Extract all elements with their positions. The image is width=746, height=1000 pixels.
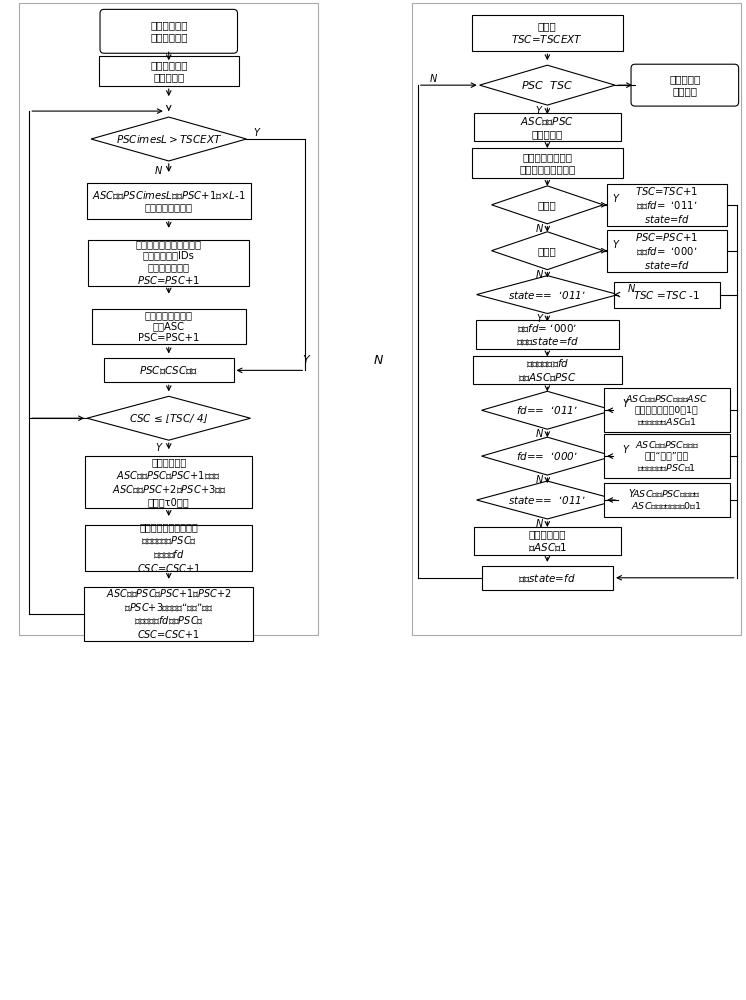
Polygon shape: [91, 117, 246, 161]
FancyBboxPatch shape: [104, 358, 233, 382]
Text: Y: Y: [628, 489, 634, 499]
FancyBboxPatch shape: [92, 309, 246, 344]
Polygon shape: [477, 276, 618, 314]
Text: N: N: [536, 270, 543, 280]
Text: Y: Y: [302, 355, 309, 365]
Text: N: N: [536, 475, 543, 485]
Text: Y: Y: [156, 443, 162, 453]
Polygon shape: [480, 65, 615, 105]
Text: Y: Y: [536, 106, 542, 116]
Polygon shape: [477, 481, 618, 519]
Text: 阅读器发送
终止指令: 阅读器发送 终止指令: [669, 74, 700, 96]
Text: $ASC$等于$PSC$、$PSC$+1、$PSC$+2
和$PSC$+3标签进入“静默”态，
其他的根据$fd$调整$PSC$，
$CSC$=$CSC$+1: $ASC$等于$PSC$、$PSC$+1、$PSC$+2 和$PSC$+3标签进…: [106, 587, 232, 640]
Polygon shape: [492, 186, 603, 224]
Text: $ASC$等于$PSC$的标签将
$ASC$减速记二进制数0、1: $ASC$等于$PSC$的标签将 $ASC$减速记二进制数0、1: [631, 489, 702, 511]
Text: $PSC$$	imes$$L$$>$$TSCEXT$: $PSC$$ imes$$L$$>$$TSCEXT$: [116, 133, 222, 145]
FancyBboxPatch shape: [631, 64, 739, 106]
Polygon shape: [87, 396, 251, 440]
Text: $CSC$ ≤ ⌊$TSC$/ 4⌋: $CSC$ ≤ ⌊$TSC$/ 4⌋: [129, 412, 209, 425]
Text: 阅读器检测应答信
号，并执行相应操作: 阅读器检测应答信 号，并执行相应操作: [519, 152, 575, 174]
Text: Y: Y: [612, 240, 618, 250]
FancyBboxPatch shape: [474, 527, 621, 555]
Text: 碰撞？: 碰撞？: [538, 200, 557, 210]
Text: 标签$state$=$fd$: 标签$state$=$fd$: [518, 572, 576, 584]
Text: $ASC$等于$PSC$
的标签应答: $ASC$等于$PSC$ 的标签应答: [521, 115, 574, 139]
Text: $PSC$  $TSC$: $PSC$ $TSC$: [521, 79, 574, 91]
Polygon shape: [492, 232, 603, 270]
FancyBboxPatch shape: [604, 388, 730, 432]
FancyBboxPatch shape: [85, 525, 252, 571]
Text: Y: Y: [254, 128, 260, 138]
FancyBboxPatch shape: [100, 9, 237, 53]
Text: 阅读器根据应答信号识
别标签并调整$PSC$，
发送反馈$fd$
$CSC$=$CSC$+1: 阅读器根据应答信号识 别标签并调整$PSC$， 发送反馈$fd$ $CSC$=$…: [137, 522, 201, 574]
Text: 标签根据开始
指令初始化: 标签根据开始 指令初始化: [150, 60, 187, 82]
Text: 可读？: 可读？: [538, 246, 557, 256]
Text: $fd$==  ‘011’: $fd$== ‘011’: [516, 404, 578, 416]
FancyBboxPatch shape: [85, 456, 252, 508]
Text: 标签根据反馈$fd$
调整$ASC$和$PSC$: 标签根据反馈$fd$ 调整$ASC$和$PSC$: [518, 357, 577, 383]
Text: N: N: [373, 354, 383, 367]
Text: $PSC$和$CSC$清零: $PSC$和$CSC$清零: [140, 364, 198, 376]
Text: $ASC$等于$PSC$的标签
进入“静默”态，
其他的标签将$PSC$加1: $ASC$等于$PSC$的标签 进入“静默”态， 其他的标签将$PSC$加1: [635, 440, 699, 473]
FancyBboxPatch shape: [482, 566, 613, 590]
Text: 反馈$fd$= ‘000’
阅读器$state$=$fd$: 反馈$fd$= ‘000’ 阅读器$state$=$fd$: [515, 322, 579, 347]
Text: $state$==  ‘011’: $state$== ‘011’: [509, 289, 586, 301]
Text: $ASC$等于$PSC$的标签$ASC$
加上随机二进制0、1，
其他的标签将$ASC$加1: $ASC$等于$PSC$的标签$ASC$ 加上随机二进制0、1， 其他的标签将$…: [625, 394, 709, 427]
FancyBboxPatch shape: [473, 356, 622, 384]
FancyBboxPatch shape: [84, 587, 254, 641]
Text: $state$==  ‘011’: $state$== ‘011’: [509, 494, 586, 506]
Text: N: N: [536, 429, 543, 439]
Polygon shape: [482, 391, 613, 429]
Text: N: N: [430, 74, 437, 84]
Text: N: N: [627, 284, 635, 294]
FancyBboxPatch shape: [471, 148, 623, 178]
Text: Y: Y: [622, 399, 628, 409]
Text: 阅读器
$TSC$=$TSCEXT$: 阅读器 $TSC$=$TSCEXT$: [512, 21, 583, 45]
FancyBboxPatch shape: [607, 230, 727, 272]
Text: $ASC$等于$PSC$$	imes$$L$～（$PSC$+1）×$L$-1
的标签应答伪序列: $ASC$等于$PSC$$ imes$$L$～（$PSC$+1）×$L$-1 的…: [92, 189, 245, 213]
Text: $PSC$=$PSC$+1
反馈$fd$=  ‘000’
$state$=$fd$: $PSC$=$PSC$+1 反馈$fd$= ‘000’ $state$=$fd$: [636, 231, 698, 271]
FancyBboxPatch shape: [87, 183, 251, 219]
Text: Y: Y: [612, 194, 618, 204]
Text: 标签根据接收序列
调整ASC
PSC=PSC+1: 标签根据接收序列 调整ASC PSC=PSC+1: [138, 310, 199, 343]
Text: $TSC$ =$TSC$ -1: $TSC$ =$TSC$ -1: [633, 289, 700, 301]
Text: 阅读器初始化
发送开始指令: 阅读器初始化 发送开始指令: [150, 21, 187, 42]
FancyBboxPatch shape: [604, 483, 730, 517]
Text: 未识别的标签
将$ASC$减1: 未识别的标签 将$ASC$减1: [527, 529, 567, 553]
Text: Y: Y: [536, 314, 542, 324]
Text: 阅读器统计有效应答周期
调整已存储的IDs
并发送接收序列
$PSC$=$PSC$+1: 阅读器统计有效应答周期 调整已存储的IDs 并发送接收序列 $PSC$=$PSC…: [136, 239, 201, 286]
Text: Y: Y: [622, 445, 628, 455]
Text: $TSC$=$TSC$+1
反馈$fd$=  ‘011’
$state$=$fd$: $TSC$=$TSC$+1 反馈$fd$= ‘011’ $state$=$fd$: [636, 185, 698, 225]
Polygon shape: [482, 437, 613, 475]
Text: N: N: [536, 519, 543, 529]
Text: N: N: [155, 166, 163, 176]
FancyBboxPatch shape: [607, 184, 727, 226]
FancyBboxPatch shape: [88, 240, 249, 286]
FancyBboxPatch shape: [99, 56, 239, 86]
Text: 滞留标签应答
$ASC$等于$PSC$和$PSC$+1应答，
$ASC$等于$PSC$+2和$PSC$+3的标
签延迟τ0应答: 滞留标签应答 $ASC$等于$PSC$和$PSC$+1应答， $ASC$等于$P…: [112, 457, 226, 507]
FancyBboxPatch shape: [604, 434, 730, 478]
Text: $fd$==  ‘000’: $fd$== ‘000’: [516, 450, 578, 462]
FancyBboxPatch shape: [474, 113, 621, 141]
Text: N: N: [536, 224, 543, 234]
FancyBboxPatch shape: [476, 320, 619, 349]
FancyBboxPatch shape: [471, 15, 623, 51]
FancyBboxPatch shape: [614, 282, 720, 308]
